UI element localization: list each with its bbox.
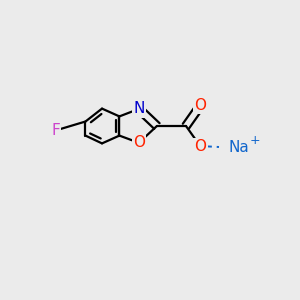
Text: Na: Na xyxy=(228,140,249,154)
Text: O: O xyxy=(194,139,206,154)
Text: F: F xyxy=(51,123,60,138)
Text: O: O xyxy=(133,135,145,150)
Text: N: N xyxy=(133,101,145,116)
Text: O: O xyxy=(194,98,206,113)
Text: +: + xyxy=(250,134,260,147)
